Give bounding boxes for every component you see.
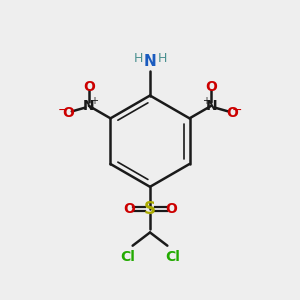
- Text: O: O: [62, 106, 74, 120]
- Text: N: N: [206, 99, 217, 113]
- Text: +: +: [202, 96, 210, 106]
- Text: O: O: [165, 202, 177, 216]
- Text: +: +: [90, 96, 98, 106]
- Text: −: −: [58, 104, 68, 117]
- Text: Cl: Cl: [120, 250, 135, 264]
- Text: H: H: [133, 52, 142, 65]
- Text: S: S: [144, 200, 156, 218]
- Text: O: O: [83, 80, 95, 94]
- Text: O: O: [205, 80, 217, 94]
- Text: −: −: [232, 104, 242, 117]
- Text: O: O: [226, 106, 238, 120]
- Text: O: O: [123, 202, 135, 216]
- Text: N: N: [144, 54, 156, 69]
- Text: H: H: [158, 52, 167, 65]
- Text: N: N: [83, 99, 94, 113]
- Text: Cl: Cl: [165, 250, 180, 264]
